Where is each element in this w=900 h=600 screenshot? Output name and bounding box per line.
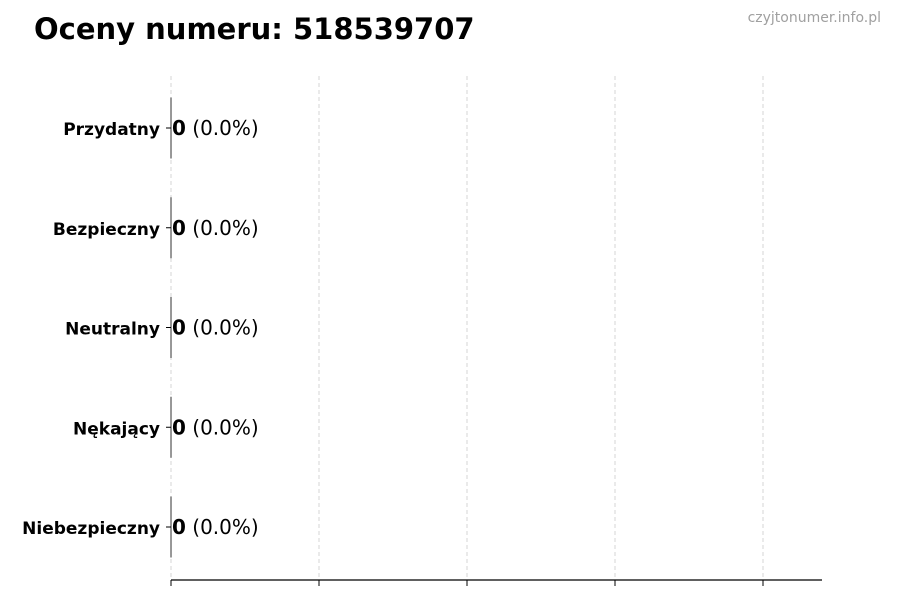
percent-label: (0.0%) (186, 415, 259, 439)
category-label: Przydatny (63, 120, 160, 140)
data-label: 0 (0.0%) (172, 415, 259, 439)
value-label: 0 (172, 316, 186, 340)
value-label: 0 (172, 116, 186, 140)
percent-label: (0.0%) (186, 316, 259, 340)
value-label: 0 (172, 515, 186, 539)
data-label: 0 (0.0%) (172, 515, 259, 539)
data-label: 0 (0.0%) (172, 116, 259, 140)
data-label: 0 (0.0%) (172, 316, 259, 340)
category-label: Bezpieczny (53, 220, 160, 240)
value-label: 0 (172, 415, 186, 439)
chart-title: Oceny numeru: 518539707 (34, 12, 475, 46)
category-label: Niebezpieczny (22, 519, 160, 539)
data-label: 0 (0.0%) (172, 216, 259, 240)
percent-label: (0.0%) (186, 515, 259, 539)
value-label: 0 (172, 216, 186, 240)
category-label: Nękający (73, 419, 160, 439)
category-label: Neutralny (65, 320, 160, 340)
percent-label: (0.0%) (186, 116, 259, 140)
percent-label: (0.0%) (186, 216, 259, 240)
watermark: czyjtonumer.info.pl (747, 10, 881, 26)
